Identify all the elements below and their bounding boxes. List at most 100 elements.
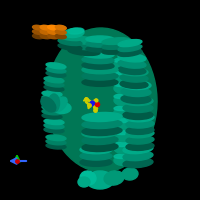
Ellipse shape (42, 105, 62, 111)
Ellipse shape (42, 95, 62, 101)
Ellipse shape (82, 119, 122, 129)
Ellipse shape (126, 120, 154, 128)
Ellipse shape (121, 80, 151, 90)
Ellipse shape (58, 43, 82, 50)
Ellipse shape (104, 171, 124, 185)
Ellipse shape (48, 30, 59, 34)
Ellipse shape (44, 127, 64, 133)
Ellipse shape (114, 130, 134, 142)
Ellipse shape (41, 97, 56, 112)
Ellipse shape (120, 68, 148, 76)
Ellipse shape (58, 34, 82, 41)
Ellipse shape (33, 25, 43, 30)
Ellipse shape (118, 40, 142, 47)
Ellipse shape (126, 142, 154, 150)
Ellipse shape (86, 171, 114, 189)
Ellipse shape (102, 43, 130, 49)
Ellipse shape (46, 135, 66, 141)
Ellipse shape (46, 63, 66, 69)
Ellipse shape (44, 119, 64, 125)
Ellipse shape (126, 130, 154, 138)
Ellipse shape (47, 28, 157, 172)
Ellipse shape (52, 97, 67, 112)
Ellipse shape (82, 72, 118, 80)
Ellipse shape (53, 102, 71, 114)
Ellipse shape (114, 81, 134, 87)
Ellipse shape (123, 151, 153, 161)
Ellipse shape (120, 80, 148, 88)
Ellipse shape (44, 77, 64, 83)
Ellipse shape (68, 37, 100, 44)
Ellipse shape (46, 143, 66, 149)
Ellipse shape (114, 57, 134, 63)
Ellipse shape (46, 67, 66, 73)
Ellipse shape (82, 135, 118, 145)
Ellipse shape (82, 62, 114, 69)
Ellipse shape (82, 112, 122, 122)
Ellipse shape (44, 85, 64, 91)
Ellipse shape (48, 25, 59, 30)
Ellipse shape (114, 118, 134, 130)
Ellipse shape (55, 25, 66, 30)
Ellipse shape (86, 41, 114, 47)
Ellipse shape (68, 42, 100, 50)
Ellipse shape (42, 109, 62, 115)
Ellipse shape (46, 139, 66, 145)
Ellipse shape (48, 34, 59, 39)
Ellipse shape (123, 110, 153, 119)
Ellipse shape (82, 142, 118, 152)
Ellipse shape (80, 158, 112, 166)
Ellipse shape (114, 105, 134, 111)
Ellipse shape (114, 154, 134, 166)
Ellipse shape (102, 48, 130, 54)
Ellipse shape (114, 69, 134, 75)
Ellipse shape (68, 48, 100, 55)
Ellipse shape (126, 136, 154, 144)
Ellipse shape (42, 113, 62, 119)
Ellipse shape (114, 117, 134, 123)
Ellipse shape (123, 144, 153, 154)
Ellipse shape (118, 44, 142, 52)
Ellipse shape (114, 129, 134, 135)
Ellipse shape (40, 30, 51, 34)
Ellipse shape (123, 104, 153, 112)
Ellipse shape (42, 91, 62, 97)
Ellipse shape (118, 66, 146, 75)
Ellipse shape (78, 177, 90, 187)
Ellipse shape (123, 158, 153, 168)
Ellipse shape (114, 142, 134, 154)
Ellipse shape (86, 36, 114, 42)
Ellipse shape (55, 34, 66, 39)
Ellipse shape (33, 30, 43, 34)
Ellipse shape (33, 34, 43, 39)
Ellipse shape (114, 94, 134, 106)
Ellipse shape (118, 60, 146, 68)
Ellipse shape (64, 28, 84, 38)
Ellipse shape (82, 66, 118, 74)
Ellipse shape (126, 126, 154, 134)
Ellipse shape (121, 94, 151, 104)
Ellipse shape (114, 141, 134, 147)
Ellipse shape (114, 70, 134, 82)
Ellipse shape (121, 87, 151, 97)
Ellipse shape (82, 126, 122, 136)
Ellipse shape (44, 123, 64, 129)
Ellipse shape (114, 58, 134, 70)
Ellipse shape (82, 51, 114, 58)
Ellipse shape (126, 114, 154, 122)
Ellipse shape (55, 30, 66, 34)
Ellipse shape (114, 153, 134, 159)
Ellipse shape (80, 152, 112, 160)
Ellipse shape (114, 93, 134, 99)
Ellipse shape (122, 168, 138, 180)
Ellipse shape (80, 146, 112, 154)
Ellipse shape (82, 78, 118, 86)
Ellipse shape (58, 38, 82, 46)
Ellipse shape (80, 171, 96, 185)
Ellipse shape (40, 34, 51, 39)
Ellipse shape (82, 128, 118, 138)
Ellipse shape (114, 106, 134, 118)
Ellipse shape (86, 46, 114, 52)
Ellipse shape (40, 25, 51, 30)
Ellipse shape (118, 49, 142, 56)
